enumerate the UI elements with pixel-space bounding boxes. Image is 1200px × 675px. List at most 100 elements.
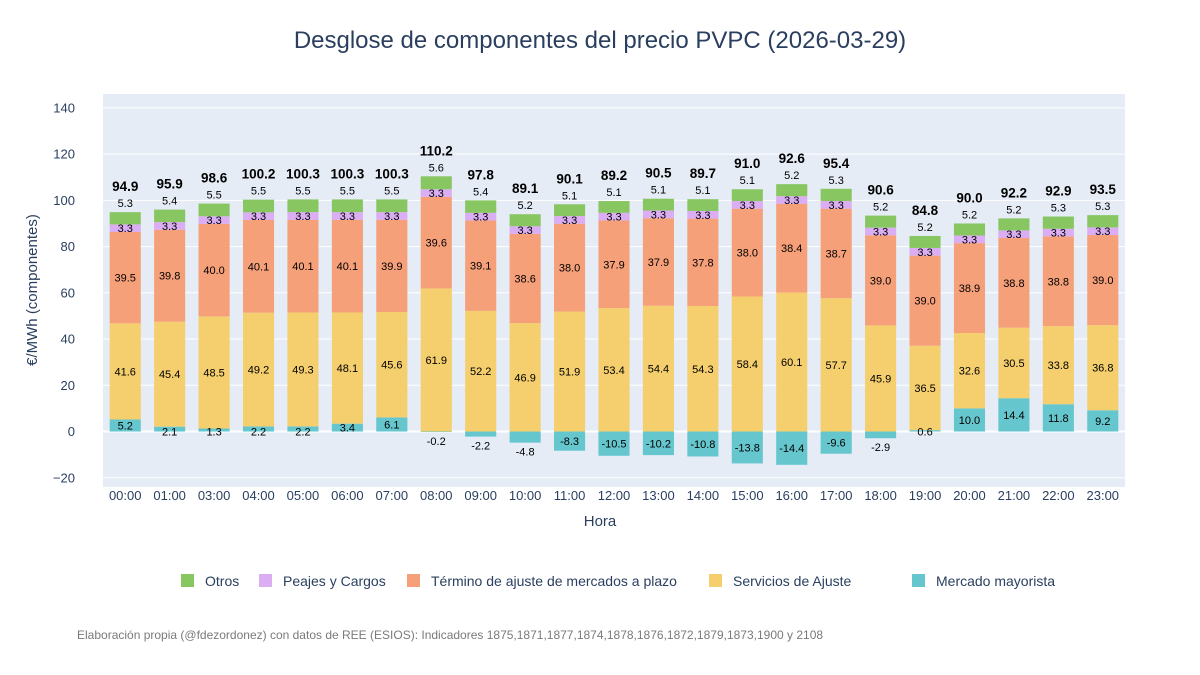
total-labels: 94.9 95.9 98.6 100.2 100.3 100.3 100.3 110.2 97.…: [112, 143, 1116, 218]
total-label: 92.2: [1001, 185, 1027, 200]
bar-segment: [198, 428, 230, 432]
data-label: 3.3: [740, 200, 755, 212]
data-label: 33.8: [1048, 360, 1069, 372]
bar-segment: [776, 203, 808, 293]
data-label: 38.9: [959, 283, 980, 295]
bar-segment: [198, 203, 230, 217]
legend-swatch: [181, 574, 194, 587]
bar-segment: [953, 235, 986, 244]
bar-segment: [109, 419, 141, 432]
bar-segment: [376, 212, 408, 220]
bar-segment: [687, 305, 719, 432]
data-label: 45.9: [870, 373, 891, 385]
bar-segment: [242, 426, 275, 432]
bar-segment: [865, 431, 897, 439]
data-label: 3.3: [695, 210, 710, 222]
data-label: 5.2: [873, 202, 888, 214]
bar-segment: [953, 223, 986, 236]
data-label: 30.5: [1003, 358, 1024, 370]
data-label: 39.1: [470, 261, 491, 273]
data-label: 40.1: [292, 261, 313, 273]
legend-label: Mercado mayorista: [936, 573, 1055, 589]
bar-segment: [420, 431, 452, 433]
data-label: 5.3: [829, 175, 844, 187]
data-label: 38.7: [825, 248, 846, 260]
data-label: 37.8: [692, 257, 713, 269]
bar-segment: [154, 222, 186, 230]
total-label: 110.2: [420, 143, 453, 158]
bar-segment: [376, 311, 408, 418]
x-tick-label: 22:00: [1042, 488, 1075, 503]
bar-segment: [598, 201, 630, 213]
x-tick-label: 19:00: [909, 488, 942, 503]
bar-segment: [198, 216, 230, 224]
bar-segment: [687, 431, 719, 457]
legend-swatch: [709, 574, 722, 587]
total-label: 90.6: [867, 183, 894, 198]
data-label: 3.3: [1051, 228, 1066, 240]
legend-swatch: [259, 574, 272, 587]
data-label: 53.4: [603, 365, 624, 377]
bar-segment: [820, 188, 852, 202]
x-axis-ticks: 00:00 01:00 03:00 04:00 05:00 06:00 07:00 08:00…: [109, 488, 1119, 503]
y-tick-label: 60: [61, 285, 75, 300]
x-tick-label: 10:00: [509, 488, 542, 503]
x-tick-label: 16:00: [775, 488, 808, 503]
bar-segment: [242, 219, 275, 313]
data-label: 5.1: [740, 175, 755, 187]
total-label: 89.7: [690, 166, 716, 181]
bar-segment: [509, 214, 541, 227]
data-label: -10.5: [601, 439, 626, 451]
data-label: 10.0: [959, 415, 980, 427]
bar-segment: [1087, 227, 1119, 236]
bar-segment: [998, 218, 1030, 231]
x-tick-label: 09:00: [464, 488, 497, 503]
data-label: 2.1: [162, 427, 177, 439]
legend-label: Término de ajuste de mercados a plazo: [431, 573, 677, 589]
legend-label: Peajes y Cargos: [283, 573, 386, 589]
data-label: 48.1: [337, 363, 358, 375]
bar-segment: [953, 408, 986, 432]
data-label: 39.6: [426, 238, 447, 250]
total-label: 92.6: [779, 151, 806, 166]
x-tick-label: 03:00: [198, 488, 231, 503]
data-label: 3.3: [651, 209, 666, 221]
data-label: 38.4: [781, 243, 802, 255]
x-tick-label: 14:00: [687, 488, 720, 503]
bar-segment: [287, 212, 319, 220]
bar-segment: [554, 431, 586, 451]
data-label: 45.4: [159, 369, 180, 381]
bar-segment: [1042, 228, 1074, 237]
data-label: 3.3: [962, 234, 977, 246]
total-label: 98.6: [201, 171, 228, 186]
bar-segment: [731, 431, 763, 464]
bar-segment: [509, 233, 541, 324]
bar-segment: [820, 431, 852, 454]
bar-segment: [1087, 235, 1119, 326]
data-label: 0.6: [917, 427, 932, 439]
data-label: 11.8: [1048, 413, 1069, 425]
data-label: 5.3: [1095, 201, 1110, 213]
data-label: 5.4: [162, 196, 177, 208]
bar-segment: [154, 209, 186, 223]
bar-segment: [376, 199, 408, 213]
bar-segment: [642, 218, 674, 306]
bar-segment: [465, 200, 497, 213]
data-label: -9.6: [827, 438, 846, 450]
bar-segment: [776, 292, 808, 432]
data-label: 3.3: [1006, 229, 1021, 241]
data-label: 5.2: [1006, 204, 1021, 216]
data-label: 40.1: [337, 261, 358, 273]
bar-segment: [198, 223, 230, 317]
bar-segment: [998, 398, 1030, 432]
total-label: 100.3: [375, 166, 409, 181]
bar-segment: [731, 296, 763, 432]
bar-segment: [554, 204, 586, 217]
data-label: 3.3: [295, 211, 310, 223]
data-label: 3.3: [429, 188, 444, 200]
footnote: Elaboración propia (@fdezordonez) con da…: [77, 628, 823, 642]
data-label: 37.9: [648, 257, 669, 269]
data-label: 39.5: [115, 273, 136, 285]
x-tick-label: 21:00: [998, 488, 1031, 503]
data-label: 5.5: [384, 185, 399, 197]
